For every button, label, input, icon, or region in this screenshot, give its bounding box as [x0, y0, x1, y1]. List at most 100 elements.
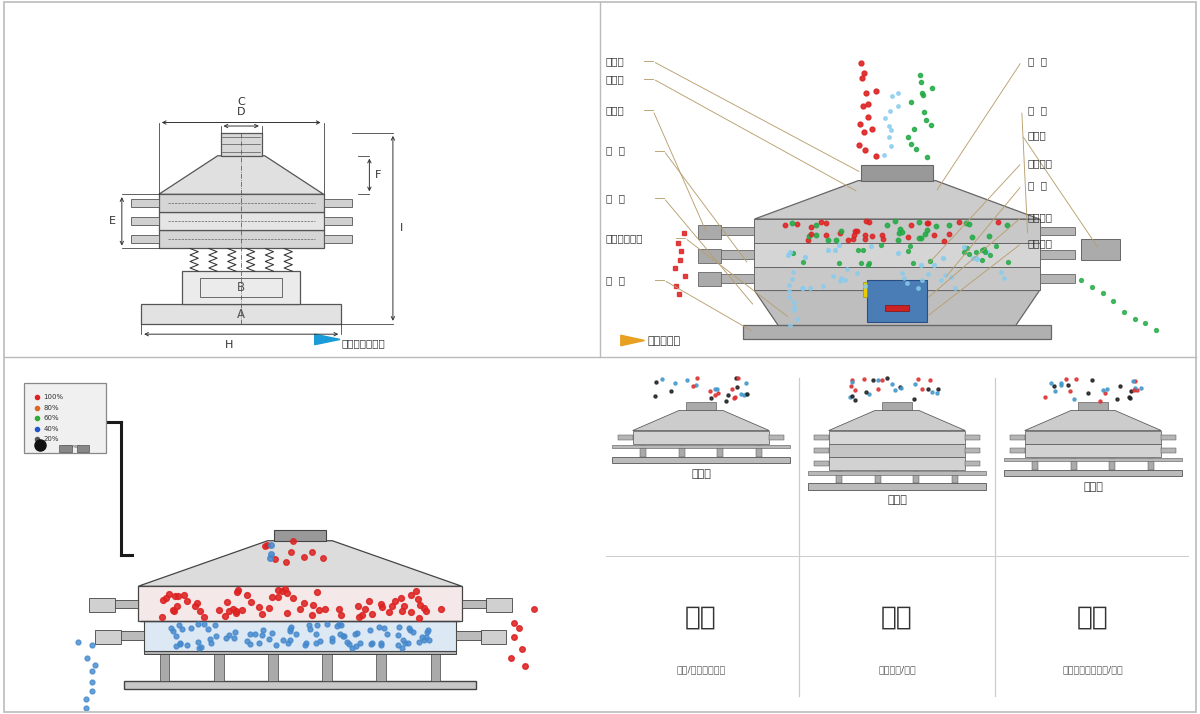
Bar	[952, 472, 958, 483]
Text: 80%: 80%	[43, 405, 59, 411]
Bar	[718, 446, 724, 457]
Bar	[756, 446, 762, 457]
Bar	[95, 630, 121, 644]
Bar	[632, 431, 769, 444]
Text: B: B	[238, 281, 245, 294]
Text: 振动电机: 振动电机	[1027, 212, 1052, 222]
Text: 出料口: 出料口	[606, 105, 625, 115]
Bar	[836, 472, 842, 483]
Text: 束  环: 束 环	[606, 146, 625, 156]
Text: 三层式: 三层式	[887, 496, 907, 506]
Text: A: A	[238, 308, 245, 321]
Polygon shape	[314, 334, 340, 345]
Bar	[324, 235, 352, 243]
Bar	[138, 586, 462, 621]
Bar	[863, 282, 868, 297]
Bar	[886, 305, 908, 311]
Text: 40%: 40%	[43, 426, 59, 432]
Text: 20%: 20%	[43, 436, 59, 442]
Text: H: H	[226, 341, 234, 351]
Bar	[1032, 459, 1038, 470]
Text: 外形尺寸示意图: 外形尺寸示意图	[341, 338, 385, 348]
Bar	[719, 251, 755, 259]
Bar	[142, 304, 341, 323]
Bar	[486, 598, 512, 612]
Text: 上部重锤: 上部重锤	[1027, 158, 1052, 168]
Bar	[158, 231, 324, 248]
Bar	[1148, 459, 1154, 470]
Bar	[1009, 448, 1025, 453]
Bar	[612, 445, 790, 448]
Bar	[698, 248, 720, 263]
Bar	[965, 448, 980, 453]
Text: E: E	[109, 216, 116, 226]
Text: 筛  盘: 筛 盘	[1027, 181, 1046, 191]
Bar	[769, 435, 785, 440]
Bar	[698, 272, 720, 286]
Bar	[755, 266, 1039, 291]
Polygon shape	[138, 540, 462, 586]
Text: 单层式: 单层式	[691, 468, 710, 478]
Bar	[875, 472, 881, 483]
Text: 分级: 分级	[685, 605, 716, 630]
Bar	[868, 280, 926, 322]
Bar	[743, 326, 1051, 339]
Text: 双层式: 双层式	[1084, 482, 1103, 492]
Bar	[1004, 458, 1182, 461]
Bar	[160, 651, 169, 680]
Text: 加重块: 加重块	[1027, 130, 1046, 140]
Bar	[1081, 238, 1120, 259]
Bar	[158, 212, 324, 231]
Bar	[124, 680, 476, 690]
Polygon shape	[632, 411, 769, 431]
Bar	[182, 271, 300, 304]
Bar	[1039, 274, 1075, 283]
Bar	[814, 448, 829, 453]
Text: 去除液体中的颗粒/异物: 去除液体中的颗粒/异物	[1063, 665, 1123, 675]
Bar	[214, 651, 223, 680]
Bar	[24, 383, 106, 453]
Bar	[719, 274, 755, 283]
Text: 筛  网: 筛 网	[1027, 56, 1046, 66]
Text: D: D	[236, 107, 246, 117]
Text: 结构示意图: 结构示意图	[648, 336, 680, 346]
Bar	[1009, 435, 1025, 440]
Bar	[120, 631, 144, 640]
Bar	[1025, 431, 1162, 444]
Bar	[1078, 403, 1108, 411]
Bar	[719, 226, 755, 235]
Bar	[89, 598, 115, 612]
Bar	[913, 472, 919, 483]
Bar	[221, 133, 262, 156]
Bar	[829, 444, 965, 457]
Bar	[965, 435, 980, 440]
Bar	[1162, 435, 1176, 440]
Bar	[131, 235, 158, 243]
Bar	[1070, 459, 1076, 470]
Text: 机  座: 机 座	[606, 275, 625, 285]
Text: 去除异物/结块: 去除异物/结块	[878, 665, 916, 675]
Bar	[456, 631, 480, 640]
Text: 网  架: 网 架	[1027, 105, 1046, 115]
Text: 防尘盖: 防尘盖	[606, 74, 625, 84]
Bar	[1162, 448, 1176, 453]
Bar	[1025, 444, 1162, 457]
Bar	[965, 461, 980, 466]
Bar	[431, 651, 440, 680]
Text: 100%: 100%	[43, 394, 64, 401]
Bar	[808, 471, 986, 475]
Bar	[323, 651, 331, 680]
Bar	[829, 457, 965, 471]
Text: C: C	[238, 97, 245, 107]
Bar	[862, 165, 932, 181]
Bar	[131, 198, 158, 206]
Polygon shape	[1025, 411, 1162, 431]
Bar	[686, 403, 716, 411]
Bar	[77, 445, 90, 452]
Text: F: F	[376, 170, 382, 180]
Bar	[144, 648, 456, 654]
Polygon shape	[829, 411, 965, 431]
Text: 运输固定螺栓: 运输固定螺栓	[606, 233, 643, 243]
Text: power: power	[62, 445, 82, 450]
Text: I: I	[400, 223, 403, 233]
